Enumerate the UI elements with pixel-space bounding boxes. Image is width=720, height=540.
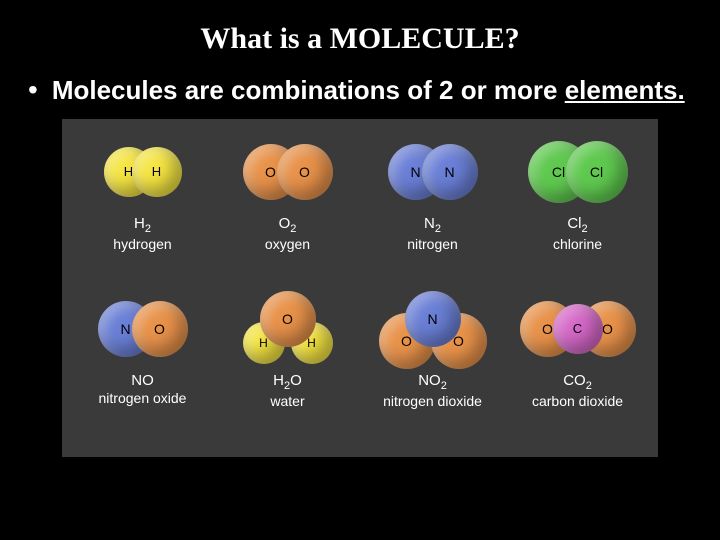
bullet-marker: • [28, 74, 38, 106]
bullet-underlined: elements. [565, 75, 685, 105]
molecule-cell: ClClCl2chlorine [505, 133, 650, 290]
molecule-name: carbon dioxide [532, 393, 623, 409]
molecule-formula: CO2 [563, 372, 592, 392]
bullet-prefix: Molecules are combinations of 2 or more [52, 75, 565, 105]
molecule-diagram: HHH2hydrogenOOO2oxygenNNN2nitrogenClClCl… [62, 119, 658, 457]
atom-O: O [132, 301, 188, 357]
atom-Cl: Cl [566, 141, 628, 203]
molecule-formula: H2 [134, 215, 151, 235]
molecule-formula: N2 [424, 215, 441, 235]
atom-O: O [277, 144, 333, 200]
page-title: What is a MOLECULE? [0, 0, 720, 74]
atom-N: N [405, 291, 461, 347]
bullet-text: Molecules are combinations of 2 or more … [52, 74, 685, 107]
molecule-name: chlorine [553, 236, 602, 252]
molecule-formula: NO [131, 372, 154, 389]
molecule-cell: NOONO2nitrogen dioxide [360, 290, 505, 447]
molecule-cell: OCOCO2carbon dioxide [505, 290, 650, 447]
molecule-name: hydrogen [113, 236, 171, 252]
bullet-item: • Molecules are combinations of 2 or mor… [0, 74, 720, 107]
molecule-name: nitrogen dioxide [383, 393, 482, 409]
atom-C: C [553, 304, 603, 354]
molecule-name: oxygen [265, 236, 310, 252]
molecule-name: water [270, 393, 304, 409]
molecule-formula: H2O [273, 372, 302, 392]
molecule-formula: NO2 [418, 372, 447, 392]
molecule-name: nitrogen [407, 236, 458, 252]
molecule-cell: NONOnitrogen oxide [70, 290, 215, 447]
molecule-cell: OHHH2Owater [215, 290, 360, 447]
molecule-cell: HHH2hydrogen [70, 133, 215, 290]
atom-O: O [260, 291, 316, 347]
molecule-cell: NNN2nitrogen [360, 133, 505, 290]
atom-N: N [422, 144, 478, 200]
molecule-formula: O2 [279, 215, 297, 235]
molecule-name: nitrogen oxide [99, 390, 187, 406]
molecule-cell: OOO2oxygen [215, 133, 360, 290]
atom-H: H [132, 147, 182, 197]
molecule-formula: Cl2 [567, 215, 587, 235]
